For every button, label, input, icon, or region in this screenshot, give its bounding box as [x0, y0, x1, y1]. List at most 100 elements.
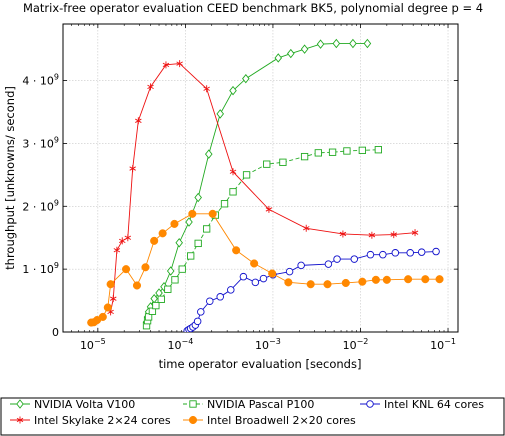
legend-label: Intel Broadwell 2×20 cores	[207, 414, 356, 427]
y-tick-label-base: 0	[52, 326, 59, 339]
data-point	[350, 255, 359, 263]
data-point	[193, 317, 202, 326]
data-point	[147, 83, 154, 91]
data-point	[216, 293, 224, 301]
data-point	[144, 313, 153, 321]
data-point	[339, 230, 347, 238]
y-tick-label: 3 · 109	[22, 135, 59, 150]
legend: NVIDIA Volta V100 NVIDIA Pascal P100 Intel…	[0, 397, 505, 436]
data-point	[124, 234, 132, 242]
data-point	[178, 265, 186, 273]
data-point	[188, 209, 197, 218]
y-tick-label: 2 · 109	[22, 198, 59, 213]
legend-label: Intel KNL 64 cores	[384, 398, 484, 411]
legend-marker	[16, 399, 24, 409]
data-point	[411, 229, 419, 237]
data-point	[268, 269, 277, 278]
series-layer	[87, 38, 444, 332]
data-point	[265, 205, 273, 213]
data-point	[349, 38, 357, 49]
data-point	[216, 109, 224, 119]
y-axis-label: throughput [unknowns/ second]	[3, 86, 17, 270]
data-point	[435, 275, 444, 284]
data-point	[150, 236, 159, 245]
data-point	[239, 272, 248, 281]
series-1	[142, 146, 382, 330]
data-point	[185, 217, 193, 227]
data-point	[341, 278, 350, 288]
data-point	[229, 85, 237, 96]
data-point	[118, 237, 126, 245]
data-point	[164, 285, 172, 293]
legend-label: NVIDIA Volta V100	[34, 398, 135, 411]
data-point	[197, 308, 205, 316]
data-point	[232, 246, 241, 255]
data-point	[421, 275, 430, 284]
legend-label: NVIDIA Pascal P100	[207, 398, 314, 411]
legend-marker	[366, 400, 374, 408]
x-tick-label-base: 10	[80, 339, 94, 352]
data-point	[368, 231, 376, 239]
x-tick-label: 10−5	[80, 337, 106, 352]
legend-label: Intel Skylake 2×24 cores	[34, 414, 171, 427]
data-point	[300, 44, 309, 54]
data-point	[227, 286, 235, 294]
data-point	[390, 231, 398, 239]
data-point	[382, 275, 391, 284]
x-tick-label-base: 10	[255, 339, 269, 352]
data-point	[279, 158, 287, 166]
data-point	[371, 275, 380, 284]
x-tick-label-base: 10	[343, 339, 357, 352]
data-point	[285, 267, 294, 276]
y-tick-label-base: 2 · 10	[22, 200, 54, 213]
data-point	[187, 252, 195, 260]
legend-frame	[0, 397, 505, 436]
legend-entry: Intel KNL 64 cores	[360, 398, 484, 411]
y-tick-label: 0	[52, 326, 59, 339]
data-point	[135, 117, 142, 125]
data-point	[206, 297, 214, 305]
plot-frame	[62, 23, 459, 333]
y-tick-label-base: 4 · 10	[22, 75, 54, 88]
legend-entry: Intel Broadwell 2×20 cores	[183, 414, 356, 427]
data-point	[132, 281, 142, 290]
data-point	[379, 250, 387, 259]
y-tick-label: 4 · 109	[22, 73, 59, 88]
data-point	[391, 249, 400, 257]
data-point	[374, 146, 382, 154]
x-tick-label-base: 10	[430, 339, 444, 352]
data-point	[229, 168, 237, 176]
data-point	[113, 246, 121, 254]
chart-title: Matrix-free operator evaluation CEED ben…	[23, 1, 483, 15]
data-point	[204, 149, 213, 159]
data-point	[263, 160, 271, 168]
data-point	[287, 48, 295, 59]
data-point	[251, 278, 260, 287]
data-point	[302, 224, 310, 232]
legend-entry: Intel Skylake 2×24 cores	[10, 414, 171, 427]
data-point	[171, 276, 179, 284]
data-point	[297, 261, 305, 270]
data-point	[106, 280, 115, 289]
series-line	[110, 63, 416, 312]
data-point	[220, 200, 229, 208]
series-2	[183, 247, 440, 332]
x-tick-label-exp: −2	[357, 337, 369, 346]
data-point	[284, 278, 293, 287]
data-point	[208, 209, 217, 218]
data-point	[332, 38, 341, 49]
series-line	[186, 251, 437, 332]
data-point	[141, 263, 150, 272]
x-tick-label: 10−2	[343, 337, 369, 352]
data-point	[98, 312, 107, 321]
data-point	[250, 259, 259, 268]
data-point	[203, 85, 210, 93]
data-point	[358, 277, 367, 286]
data-point	[259, 274, 268, 283]
y-tick-label-exp: 9	[54, 261, 59, 270]
y-tick-label-exp: 9	[54, 73, 59, 82]
data-point	[406, 249, 414, 257]
data-point	[152, 301, 160, 310]
y-tick-label-base: 1 · 10	[22, 263, 54, 276]
